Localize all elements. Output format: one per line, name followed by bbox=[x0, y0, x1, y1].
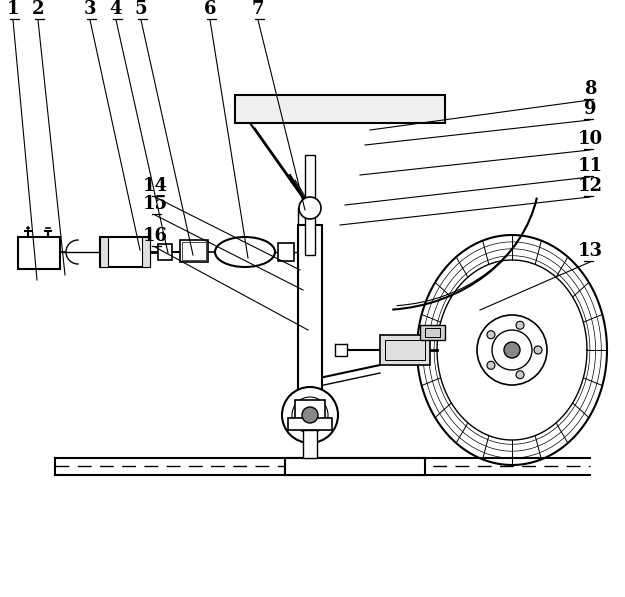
Bar bbox=[425, 328, 440, 337]
Circle shape bbox=[516, 321, 524, 330]
Circle shape bbox=[299, 197, 321, 219]
Bar bbox=[420, 325, 445, 340]
Bar bbox=[305, 155, 315, 255]
Circle shape bbox=[504, 342, 520, 358]
Text: 15: 15 bbox=[142, 195, 168, 213]
Text: 13: 13 bbox=[578, 242, 602, 260]
Circle shape bbox=[492, 330, 532, 370]
Text: 8: 8 bbox=[584, 80, 596, 98]
Text: 14: 14 bbox=[142, 177, 168, 195]
Text: 10: 10 bbox=[578, 130, 602, 148]
Bar bbox=[303, 430, 317, 458]
Circle shape bbox=[534, 346, 542, 354]
Bar bbox=[298, 225, 322, 400]
Bar bbox=[235, 95, 445, 123]
Bar bbox=[158, 244, 172, 260]
Bar bbox=[380, 335, 430, 365]
Text: 11: 11 bbox=[578, 157, 602, 175]
Circle shape bbox=[282, 387, 338, 443]
Bar bbox=[100, 237, 108, 267]
Circle shape bbox=[487, 361, 495, 370]
Bar bbox=[335, 344, 347, 356]
Text: 4: 4 bbox=[110, 0, 123, 18]
Text: 7: 7 bbox=[252, 0, 264, 18]
Text: 2: 2 bbox=[32, 0, 44, 18]
Bar bbox=[182, 242, 206, 260]
Ellipse shape bbox=[215, 237, 275, 267]
Bar bbox=[288, 418, 332, 430]
Bar bbox=[18, 237, 60, 269]
Bar bbox=[278, 243, 294, 261]
Text: 1: 1 bbox=[7, 0, 19, 18]
Bar bbox=[385, 340, 425, 360]
Text: 5: 5 bbox=[135, 0, 148, 18]
Text: 12: 12 bbox=[578, 177, 602, 195]
Circle shape bbox=[477, 315, 547, 385]
Circle shape bbox=[487, 331, 495, 338]
Circle shape bbox=[302, 407, 318, 423]
Bar bbox=[180, 240, 208, 262]
Bar bbox=[142, 237, 150, 267]
Bar bbox=[285, 458, 425, 475]
Text: 6: 6 bbox=[204, 0, 216, 18]
Bar bbox=[100, 237, 150, 267]
Text: 16: 16 bbox=[142, 227, 168, 245]
Text: 3: 3 bbox=[84, 0, 96, 18]
Circle shape bbox=[516, 371, 524, 378]
Bar bbox=[295, 400, 325, 420]
Text: 9: 9 bbox=[584, 100, 596, 118]
